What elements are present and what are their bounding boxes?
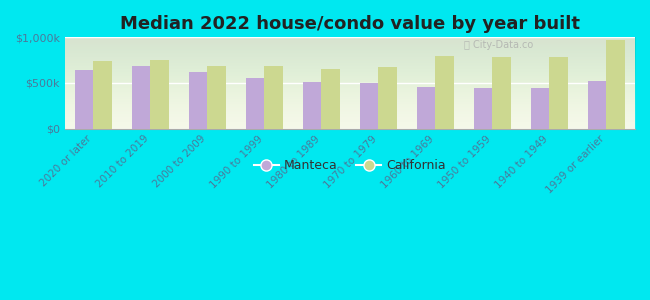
Bar [246, 77, 265, 129]
Bar [531, 88, 549, 129]
Title: Median 2022 house/condo value by year built: Median 2022 house/condo value by year bu… [120, 15, 580, 33]
Legend: Manteca, California: Manteca, California [249, 154, 451, 177]
Bar [360, 83, 378, 129]
Bar [417, 87, 436, 129]
Bar [474, 88, 493, 129]
Bar [436, 56, 454, 129]
Bar [493, 56, 511, 129]
Bar [207, 66, 226, 129]
Bar [321, 69, 340, 129]
Bar [378, 68, 396, 129]
Bar [94, 61, 112, 129]
Bar [549, 57, 567, 129]
Bar [150, 60, 168, 129]
Bar [75, 70, 94, 129]
Bar [303, 82, 321, 129]
Bar [606, 40, 625, 129]
Text: ⓘ City-Data.co: ⓘ City-Data.co [464, 40, 533, 50]
Bar [588, 81, 606, 129]
Bar [189, 72, 207, 129]
Bar [132, 66, 150, 129]
Bar [265, 66, 283, 129]
